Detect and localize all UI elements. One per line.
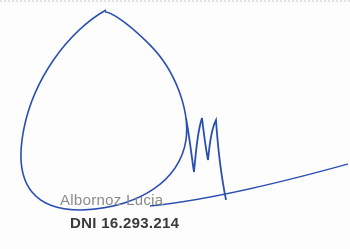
- signature-strokes: [0, 0, 350, 249]
- stamp-name: Albornoz Lucia: [60, 192, 163, 209]
- signature-underline: [150, 164, 348, 206]
- stamp-id: DNI 16.293.214: [70, 215, 179, 232]
- signature-initials: [186, 118, 226, 200]
- signature-loop: [21, 10, 187, 210]
- signature-scan: Albornoz Lucia DNI 16.293.214: [0, 0, 350, 249]
